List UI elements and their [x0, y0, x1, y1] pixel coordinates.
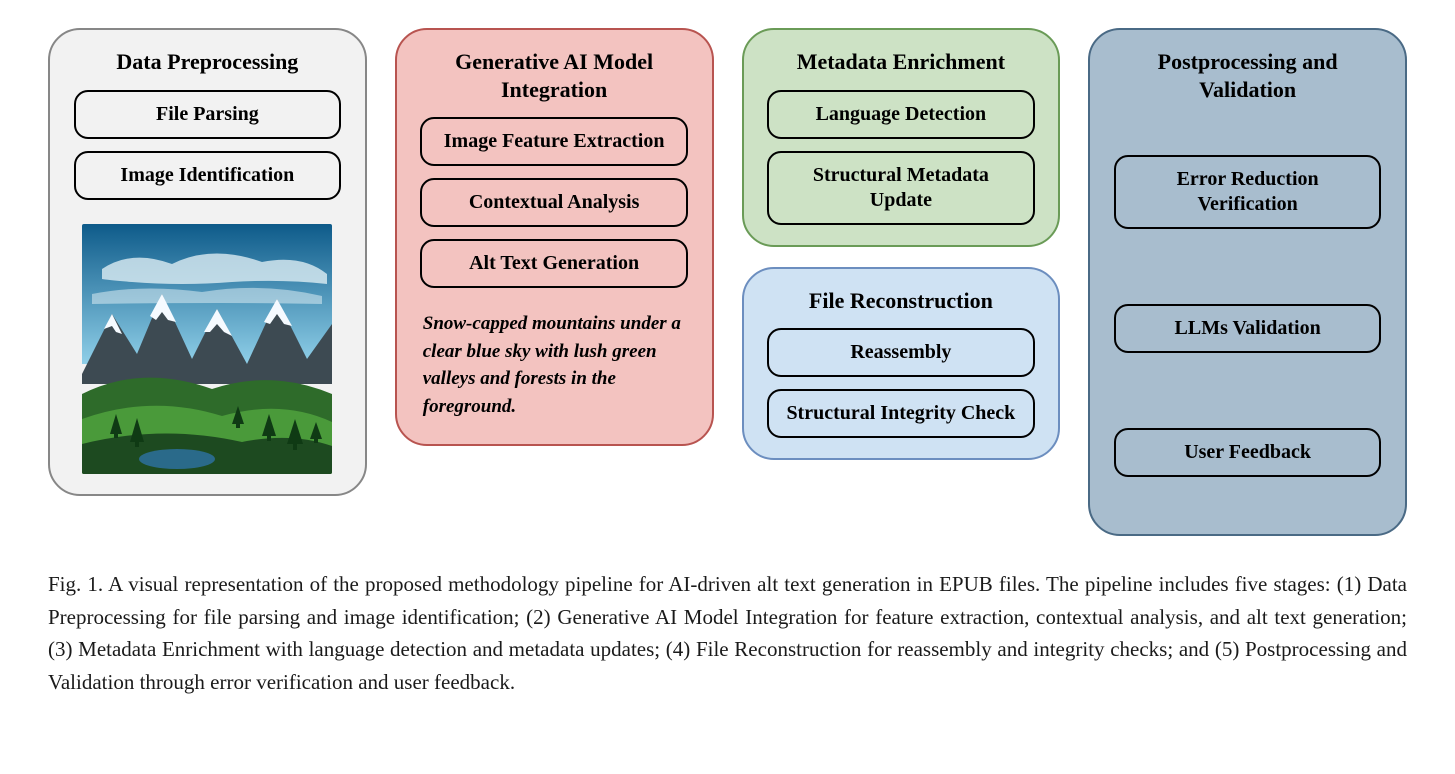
step-image-identification: Image Identification [74, 151, 341, 200]
column-2: Generative AI Model Integration Image Fe… [395, 28, 714, 446]
step-integrity-check: Structural Integrity Check [767, 389, 1034, 438]
column-3: Metadata Enrichment Language Detection S… [742, 28, 1061, 460]
step-user-feedback: User Feedback [1114, 428, 1381, 477]
stage-title: File Reconstruction [803, 287, 999, 315]
step-llm-validation: LLMs Validation [1114, 304, 1381, 353]
step-file-parsing: File Parsing [74, 90, 341, 139]
stage-title: Data Preprocessing [110, 48, 304, 76]
column-4: Postprocessing and Validation Error Redu… [1088, 28, 1407, 536]
stage-metadata: Metadata Enrichment Language Detection S… [742, 28, 1061, 247]
step-alt-text-generation: Alt Text Generation [420, 239, 687, 288]
step-feature-extraction: Image Feature Extraction [420, 117, 687, 166]
stage-postprocessing: Postprocessing and Validation Error Redu… [1088, 28, 1407, 536]
step-metadata-update: Structural Metadata Update [767, 151, 1034, 225]
step-error-verification: Error Reduction Verification [1114, 155, 1381, 229]
stage-preprocessing: Data Preprocessing File Parsing Image Id… [48, 28, 367, 496]
step-contextual-analysis: Contextual Analysis [420, 178, 687, 227]
stage-title: Generative AI Model Integration [409, 48, 700, 103]
step-reassembly: Reassembly [767, 328, 1034, 377]
pipeline-diagram: Data Preprocessing File Parsing Image Id… [48, 28, 1407, 536]
sample-landscape-image [82, 224, 332, 474]
column-1: Data Preprocessing File Parsing Image Id… [48, 28, 367, 496]
stage-title: Postprocessing and Validation [1102, 48, 1393, 103]
alt-text-sample: Snow-capped mountains under a clear blue… [409, 300, 700, 424]
step-language-detection: Language Detection [767, 90, 1034, 139]
stage-reconstruction: File Reconstruction Reassembly Structura… [742, 267, 1061, 461]
figure-caption: Fig. 1. A visual representation of the p… [48, 568, 1407, 698]
stage-genai: Generative AI Model Integration Image Fe… [395, 28, 714, 446]
stage-title: Metadata Enrichment [791, 48, 1011, 76]
